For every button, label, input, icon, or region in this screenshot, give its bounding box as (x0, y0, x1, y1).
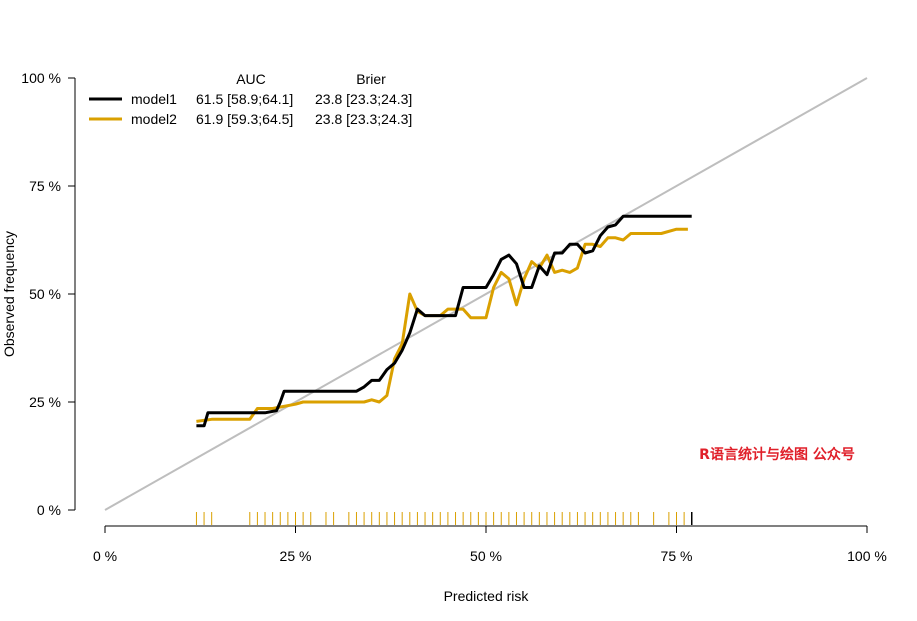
y-tick-label: 50 % (29, 286, 61, 302)
legend-header-auc: AUC (236, 71, 266, 87)
reference-diagonal (104, 77, 868, 511)
series-line-model2 (196, 227, 688, 423)
series-layer (196, 214, 692, 428)
y-tick-label: 75 % (29, 178, 61, 194)
y-tick-label: 25 % (29, 394, 61, 410)
legend-auc-model2: 61.9 [59.3;64.5] (196, 111, 293, 127)
legend-label-model2: model2 (131, 111, 177, 127)
axes: 0 % 25 % 50 % 75 % 100 % 0 % 25 % 50 % 75 % 100 % (21, 70, 887, 564)
x-axis-label: Predicted risk (444, 588, 530, 604)
reference-line (104, 77, 868, 511)
rug-layer (195, 512, 693, 525)
watermark-annotation: R语言统计与绘图 公众号 (699, 446, 855, 463)
legend-header-brier: Brier (356, 71, 386, 87)
x-tick-label: 25 % (280, 548, 312, 564)
y-axis-label: Observed frequency (1, 231, 17, 357)
series-line-model1 (196, 214, 692, 428)
x-tick-label: 75 % (661, 548, 693, 564)
y-tick-label: 100 % (21, 70, 61, 86)
x-tick-label: 50 % (470, 548, 502, 564)
x-tick-label: 0 % (93, 548, 117, 564)
legend-label-model1: model1 (131, 91, 177, 107)
legend: AUC Brier model1 61.5 [58.9;64.1] 23.8 [… (89, 71, 412, 127)
legend-brier-model2: 23.8 [23.3;24.3] (315, 111, 412, 127)
y-tick-label: 0 % (37, 502, 61, 518)
legend-auc-model1: 61.5 [58.9;64.1] (196, 91, 293, 107)
legend-brier-model1: 23.8 [23.3;24.3] (315, 91, 412, 107)
x-tick-label: 100 % (847, 548, 887, 564)
